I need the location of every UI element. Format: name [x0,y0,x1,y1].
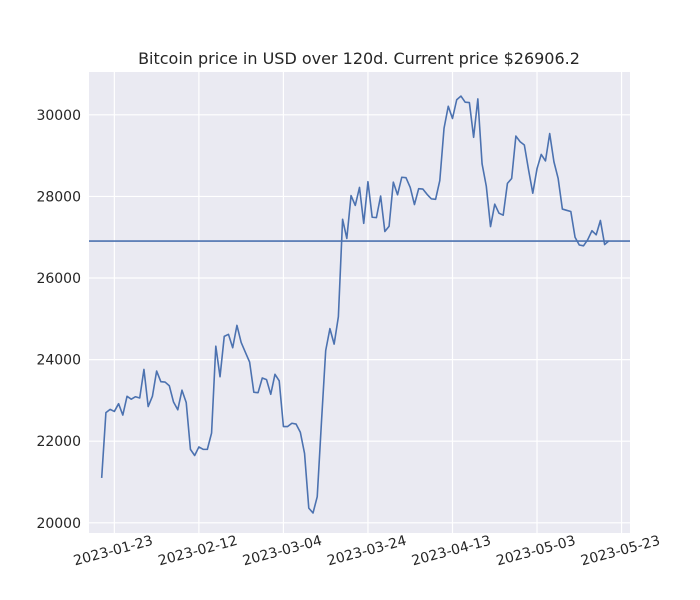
y-gridlines [89,114,630,524]
x-gridlines [113,72,623,533]
x-tick-label: 2023-05-23 [579,533,662,570]
price-series-line [100,95,610,514]
x-tick-label: 2023-01-23 [72,533,155,570]
x-axis-tick-labels: 2023-01-23 2023-02-12 2023-03-04 2023-03-24… [72,533,662,570]
y-tick-label: 30000 [36,108,81,124]
y-tick-label: 20000 [36,516,81,532]
x-tick-label: 2023-03-04 [241,533,324,570]
x-tick-label: 2023-04-13 [410,533,493,570]
y-axis-tick-labels: 20000 22000 24000 26000 28000 30000 [36,108,81,532]
x-tick-label: 2023-05-03 [495,533,578,570]
y-tick-label: 28000 [36,189,81,205]
plot-area [89,72,630,533]
x-tick-label: 2023-02-12 [156,533,239,570]
chart-title: Bitcoin price in USD over 120d. Current … [138,49,580,68]
y-tick-label: 24000 [36,353,81,369]
y-tick-label: 22000 [36,434,81,450]
y-tick-label: 26000 [36,271,81,287]
x-tick-label: 2023-03-24 [326,533,409,570]
